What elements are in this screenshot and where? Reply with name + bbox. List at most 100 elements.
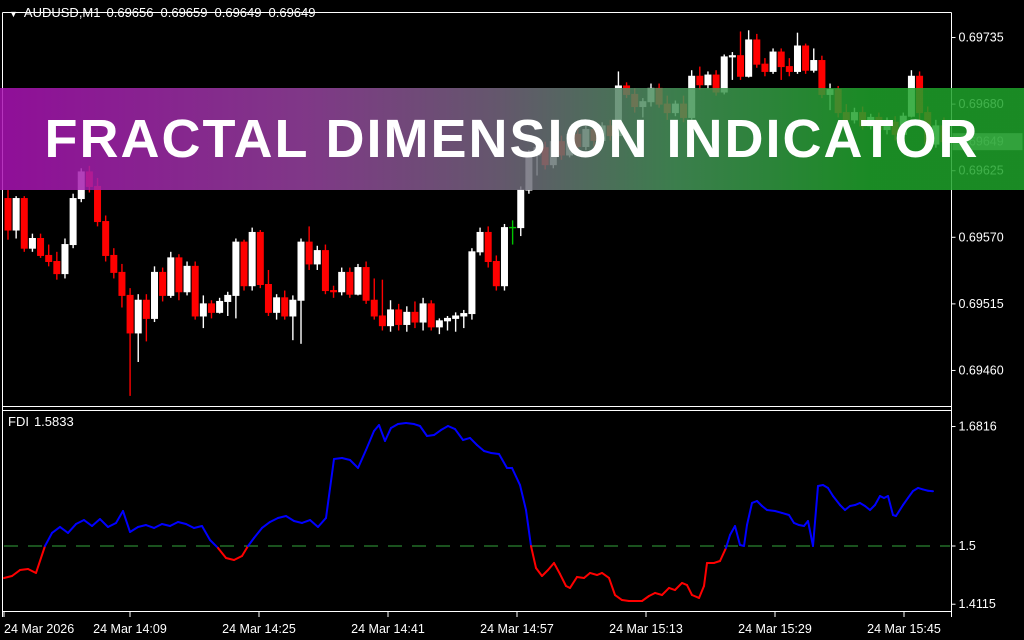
candle (248, 227, 256, 291)
quote-low: 0.69649 (214, 5, 262, 20)
candle (273, 294, 281, 320)
symbol-label: AUDUSD,M1 (23, 5, 101, 20)
candle (142, 294, 150, 342)
candle (191, 261, 199, 320)
candle (289, 295, 297, 341)
candle (305, 226, 313, 270)
candle (256, 230, 264, 289)
candle (810, 48, 818, 73)
candle (452, 312, 460, 332)
time-axis-label: 24 Mar 14:09 (93, 622, 167, 636)
candle (395, 303, 403, 331)
candle (53, 251, 61, 280)
candle (802, 43, 810, 74)
indicator-axis-label: 1.4115 (959, 597, 996, 611)
time-axis-label: 24 Mar 14:25 (222, 622, 296, 636)
candle (476, 227, 484, 256)
time-axis-label: 24 Mar 14:57 (480, 622, 554, 636)
candle (61, 238, 69, 279)
candle (696, 66, 704, 90)
candle (354, 263, 362, 296)
candle (427, 300, 435, 331)
candle (704, 71, 712, 89)
candle (175, 254, 183, 301)
indicator-name: FDI (8, 414, 29, 429)
quote-bar: ▼ AUDUSD,M1 0.69656 0.69659 0.69649 0.69649 (9, 5, 323, 20)
quote-close: 0.69649 (268, 5, 316, 20)
candle (769, 48, 777, 74)
candle (777, 48, 785, 80)
candle (216, 297, 224, 314)
candle (745, 30, 753, 78)
price-axis-label: 0.69515 (959, 297, 1004, 311)
candle (484, 226, 492, 268)
candle (134, 294, 142, 362)
candle (728, 52, 736, 80)
candle (362, 261, 370, 304)
candle (12, 196, 20, 239)
price-axis: 0.697350.696800.696490.696250.695700.695… (951, 31, 1023, 377)
candle (297, 238, 305, 344)
ohlc-quotes: 0.69656 0.69659 0.69649 0.69649 (107, 5, 323, 20)
candle (387, 300, 395, 332)
candle (737, 31, 745, 80)
candle (761, 58, 769, 77)
candle (313, 245, 321, 270)
banner-title: FRACTAL DIMENSION INDICATOR (44, 109, 980, 169)
candle (419, 297, 427, 331)
indicator-axis-label: 1.6816 (959, 420, 997, 434)
candle (444, 315, 452, 331)
candle (370, 278, 378, 320)
candle (509, 220, 517, 245)
candle (28, 233, 36, 252)
candle (118, 263, 126, 308)
indicator-value: 1.5833 (33, 414, 74, 429)
candle (435, 318, 443, 335)
time-axis-label: 24 Mar 15:13 (609, 622, 683, 636)
candle (207, 300, 215, 319)
candle (346, 267, 354, 298)
time-axis-label: 24 Mar 15:45 (867, 622, 941, 636)
candle (793, 32, 801, 74)
price-axis-label: 0.69735 (959, 31, 1004, 45)
candle (517, 186, 525, 237)
candle (37, 233, 45, 258)
candle (321, 244, 329, 295)
quote-high: 0.69659 (160, 5, 208, 20)
candle (183, 261, 191, 296)
time-axis-label: 24 Mar 15:29 (738, 622, 812, 636)
symbol-dropdown-icon[interactable]: ▼ (9, 8, 18, 19)
candle (468, 248, 476, 320)
candle (4, 190, 12, 240)
candle (240, 239, 248, 291)
candle (330, 285, 338, 298)
candle (69, 193, 77, 249)
indicator-value-label: FDI 1.5833 (8, 414, 79, 429)
candle (338, 267, 346, 296)
quote-open: 0.69656 (106, 5, 154, 20)
candle (460, 309, 468, 329)
candle (167, 251, 175, 298)
candle (45, 244, 53, 267)
candle (403, 306, 411, 332)
candle (232, 238, 240, 319)
candle (20, 196, 28, 252)
candle (500, 223, 508, 291)
candle (102, 215, 110, 262)
time-axis-label: 24 Mar 14:41 (351, 622, 425, 636)
time-axis-label: 24 Mar 2026 (4, 622, 74, 636)
candle (411, 301, 419, 329)
time-axis: 24 Mar 2026 24 Mar 14:09 24 Mar 14:25 24 Ma… (3, 611, 941, 636)
candle (753, 33, 761, 68)
price-axis-label: 0.69570 (959, 230, 1004, 244)
candle (151, 266, 159, 323)
candle (126, 288, 134, 396)
indicator-axis-label: 1.5 (959, 539, 976, 553)
title-banner: FRACTAL DIMENSION INDICATOR (0, 88, 1024, 190)
candle (199, 295, 207, 329)
candle (224, 291, 232, 316)
candle (378, 279, 386, 331)
candle (281, 290, 289, 320)
price-axis-label: 0.69460 (959, 363, 1004, 377)
